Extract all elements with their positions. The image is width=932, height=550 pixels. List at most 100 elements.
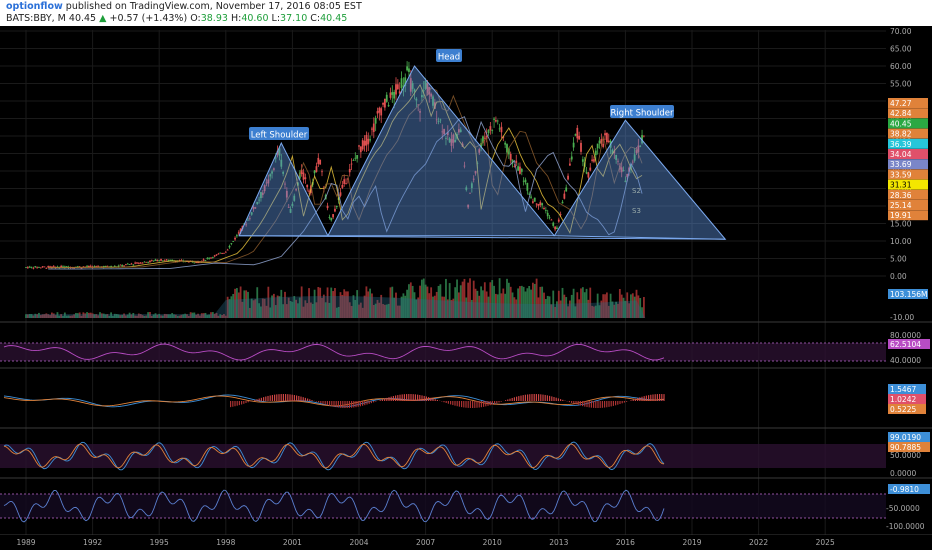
volume-bar (620, 294, 623, 318)
candle-body (143, 261, 146, 263)
volume-bar (271, 295, 273, 318)
volume-bar (39, 315, 42, 318)
volume-bar (552, 290, 555, 318)
volume-bar (498, 278, 501, 318)
volume-bar (289, 301, 292, 318)
volume-bar (596, 293, 599, 318)
macd-hist-bar (626, 401, 628, 402)
volume-bar (297, 303, 299, 318)
macd-hist-bar (601, 401, 603, 408)
volume-bar (67, 315, 70, 318)
candle-body (439, 119, 442, 121)
volume-bar (241, 301, 244, 318)
macd-hist-bar (476, 401, 478, 408)
volume-bar (548, 296, 551, 318)
candle-body (136, 262, 138, 264)
wr-tick: -50.0000 (886, 504, 920, 513)
price-tick: 15.00 (890, 220, 912, 229)
candle-body (219, 252, 222, 254)
macd-hist-bar (379, 400, 381, 401)
volume-bar (430, 287, 433, 318)
candle-body (363, 140, 366, 146)
volume-bar (613, 304, 616, 318)
volume-bar (517, 288, 519, 318)
candle-body (145, 261, 148, 263)
candle-body (517, 166, 519, 171)
candle-body (487, 129, 490, 134)
volume-bar (491, 280, 494, 318)
macd-hist-bar (232, 401, 234, 407)
macd-hist-bar (351, 401, 353, 408)
candle-body (419, 111, 421, 113)
macd-hist-bar (368, 401, 370, 404)
candle-body (130, 263, 133, 265)
candle-body (26, 267, 29, 269)
volume-bar (304, 300, 307, 318)
price-label-bg (888, 299, 928, 309)
candle-body (258, 199, 260, 201)
candle-body (202, 259, 205, 261)
volume-bar (474, 288, 477, 318)
candle-body (47, 266, 50, 268)
candle-body (215, 254, 218, 256)
volume-bar (136, 315, 138, 318)
time-tick: 2004 (349, 538, 368, 547)
candle-body (495, 120, 497, 122)
candle-body (500, 126, 503, 133)
chart-canvas[interactable]: Left Shoulder Head Right Shoulder S2 S3 70.0… (0, 26, 932, 550)
volume-bar (150, 315, 153, 318)
volume-bar (324, 302, 327, 318)
macd-hist-bar (300, 396, 302, 401)
macd-hist-bar (355, 401, 357, 408)
candle-body (532, 201, 534, 203)
volume-bar (232, 293, 235, 318)
candle-body (193, 262, 196, 264)
macd-hist-bar (577, 401, 579, 405)
volume-bar (78, 312, 81, 318)
candle-body (402, 85, 405, 87)
candle-body (372, 123, 375, 132)
candle-body (513, 166, 516, 167)
volume-bar (174, 314, 177, 318)
macd-hist-bar (254, 399, 256, 401)
volume-bar (141, 315, 144, 318)
candle-body (141, 262, 144, 264)
candle-body (356, 155, 359, 159)
volume-bar (347, 291, 349, 318)
volume-bar (258, 303, 260, 318)
macd-hist-bar (384, 398, 386, 401)
moving-average-line (48, 83, 643, 269)
candle-body (639, 145, 642, 147)
candle-body (78, 266, 81, 268)
price-label-bg (888, 159, 928, 170)
candle-body (321, 171, 323, 173)
candle-body (147, 261, 149, 263)
candle-body (463, 165, 466, 167)
macd-hist-bar (329, 401, 331, 406)
candle-body (121, 264, 124, 267)
indicator-panes (0, 321, 932, 536)
volume-bar (95, 314, 98, 318)
candle-body (354, 157, 357, 159)
macd-hist-bar (485, 401, 487, 407)
candle-body (335, 206, 338, 208)
price-label-bg (888, 169, 928, 180)
macd-hist-bar (278, 394, 280, 401)
macd-hist-bar (458, 401, 460, 407)
macd-hist-bar (472, 401, 474, 408)
volume-bar (400, 296, 403, 318)
candle-body (210, 257, 212, 259)
candle-body (230, 243, 233, 245)
macd-hist-bar (465, 401, 467, 408)
macd-hist-bar (461, 401, 463, 408)
volume-bar (75, 312, 77, 318)
volume-bar (528, 286, 531, 318)
candle-body (254, 207, 257, 209)
symbol-label[interactable]: BATS:BBY, M (6, 13, 66, 24)
volume-bar (330, 287, 333, 318)
macd-hist-bar (549, 395, 551, 401)
macd-hist-bar (452, 401, 454, 406)
author-name[interactable]: optionflow (6, 1, 63, 12)
candle-body (287, 207, 290, 208)
volume-bar (291, 301, 294, 318)
